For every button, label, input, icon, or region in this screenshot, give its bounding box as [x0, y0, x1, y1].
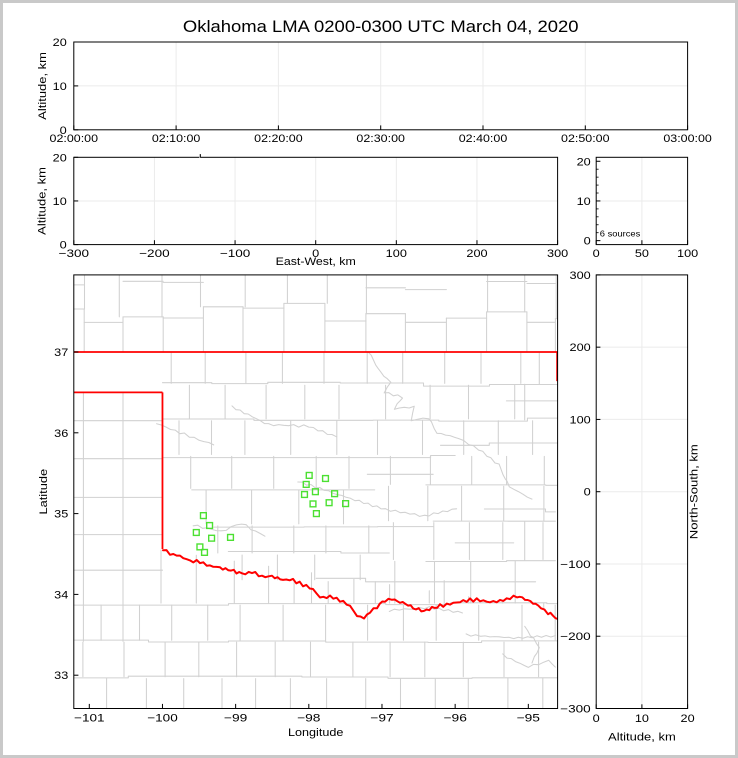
svg-text:−101: −101	[74, 712, 105, 724]
svg-text:Altitude, km: Altitude, km	[608, 732, 676, 744]
svg-text:300: 300	[570, 270, 591, 282]
svg-text:10: 10	[577, 196, 591, 208]
svg-text:0: 0	[312, 248, 319, 260]
svg-text:35: 35	[54, 509, 68, 521]
svg-text:10: 10	[53, 81, 67, 93]
svg-text:02:00:00: 02:00:00	[50, 133, 99, 145]
svg-text:100: 100	[386, 248, 407, 260]
svg-text:North-South, km: North-South, km	[689, 444, 701, 539]
svg-text:0: 0	[60, 125, 67, 137]
svg-text:20: 20	[577, 156, 591, 168]
svg-text:200: 200	[570, 342, 591, 354]
svg-text:10: 10	[635, 713, 649, 725]
svg-text:0: 0	[584, 487, 591, 499]
svg-text:03:00:00: 03:00:00	[663, 133, 712, 145]
svg-text:300: 300	[547, 248, 568, 260]
svg-text:−95: −95	[517, 712, 540, 724]
svg-text:−200: −200	[560, 631, 591, 643]
svg-text:100: 100	[677, 248, 698, 260]
svg-text:20: 20	[681, 713, 695, 725]
svg-text:−97: −97	[370, 712, 393, 724]
svg-text:0: 0	[593, 248, 600, 260]
svg-text:02:50:00: 02:50:00	[561, 133, 610, 145]
svg-text:−200: −200	[139, 248, 170, 260]
svg-text:20: 20	[53, 37, 67, 49]
svg-text:20: 20	[53, 152, 67, 164]
svg-text:−300: −300	[59, 248, 90, 260]
svg-text:Latitude: Latitude	[38, 469, 50, 515]
svg-text:−99: −99	[224, 712, 247, 724]
svg-text:10: 10	[53, 196, 67, 208]
svg-text:02:10:00: 02:10:00	[152, 133, 201, 145]
svg-text:6 sources: 6 sources	[600, 229, 641, 239]
svg-text:Longitude: Longitude	[288, 727, 343, 739]
svg-text:02:40:00: 02:40:00	[459, 133, 508, 145]
svg-text:37: 37	[54, 347, 68, 359]
svg-text:02:20:00: 02:20:00	[254, 133, 303, 145]
svg-text:−300: −300	[560, 704, 591, 716]
svg-text:Oklahoma LMA 0200-0300 UTC Mar: Oklahoma LMA 0200-0300 UTC March 04, 202…	[183, 18, 579, 36]
svg-text:−96: −96	[444, 712, 467, 724]
svg-text:East-West, km: East-West, km	[276, 256, 356, 268]
svg-text:0: 0	[60, 240, 67, 252]
svg-text:33: 33	[54, 670, 68, 682]
svg-text:100: 100	[570, 414, 591, 426]
svg-text:200: 200	[466, 248, 487, 260]
svg-text:02:30:00: 02:30:00	[356, 133, 405, 145]
svg-text:0: 0	[593, 713, 600, 725]
svg-text:50: 50	[635, 248, 649, 260]
svg-text:34: 34	[54, 589, 68, 601]
svg-text:36: 36	[54, 428, 68, 440]
svg-text:0: 0	[584, 236, 591, 248]
svg-text:−100: −100	[560, 559, 591, 571]
svg-text:−100: −100	[147, 712, 178, 724]
svg-text:−98: −98	[297, 712, 320, 724]
svg-text:Altitude, km: Altitude, km	[37, 52, 49, 120]
svg-text:Altitude, km: Altitude, km	[37, 167, 49, 235]
svg-text:−100: −100	[220, 248, 251, 260]
